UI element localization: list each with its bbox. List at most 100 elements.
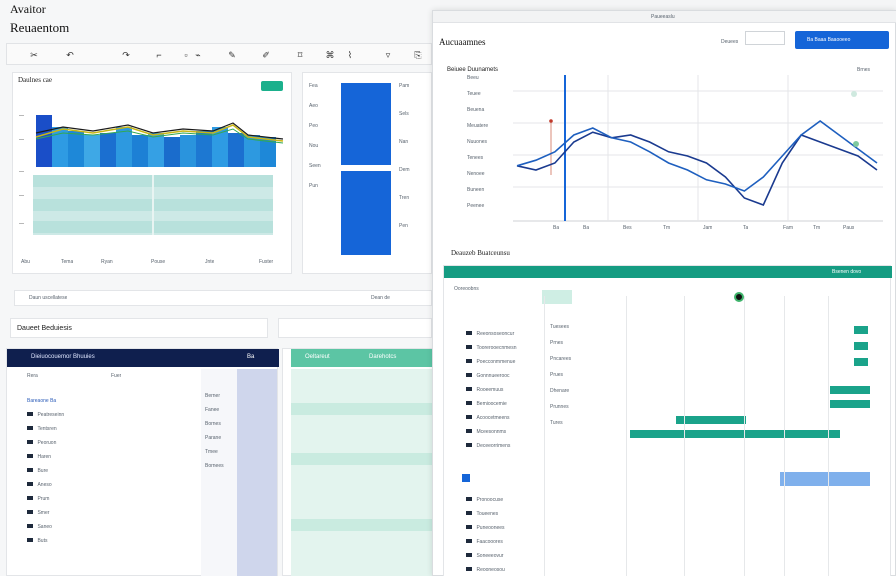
- table-row[interactable]: Soneeeovur: [466, 544, 546, 559]
- table-cell: Fanee: [205, 407, 220, 413]
- footer-strip: Daun uscellatese Dean de: [14, 290, 432, 306]
- table-row[interactable]: Bareaone Ba: [27, 389, 207, 404]
- y-axis-labels: [447, 75, 465, 229]
- report-row-labels: Reeonsoseoncur Toorerooecnmesn Poecconmm…: [466, 322, 546, 449]
- table-row[interactable]: Prum: [27, 487, 207, 502]
- table-row[interactable]: Mceesonnms: [466, 420, 546, 435]
- legend-item: Beuena: [467, 107, 485, 113]
- filter-icon[interactable]: ▿: [385, 50, 391, 60]
- row-label: Faacooores: [476, 539, 503, 545]
- selected-row[interactable]: [780, 472, 870, 486]
- clip-icon[interactable]: ⌑: [297, 50, 303, 60]
- row-label: Reooneosou: [476, 567, 505, 573]
- row-label: Mceesonnms: [476, 429, 507, 435]
- row-label: Puneoonees: [476, 525, 505, 531]
- legend-item: Beeu: [467, 75, 479, 81]
- edit-icon[interactable]: ⌇: [347, 50, 353, 60]
- data-table-title: Dieiuocouemor Bhuuies: [31, 354, 95, 360]
- copy-icon[interactable]: ⎘: [414, 50, 422, 60]
- checkbox[interactable]: [462, 474, 470, 482]
- list-item[interactable]: Nan: [399, 139, 409, 145]
- row-label: Rooeemuus: [476, 387, 504, 393]
- window-tabs[interactable]: Paueeaslu: [651, 14, 675, 20]
- list-item[interactable]: Pun: [309, 183, 318, 189]
- report-title: Deauzeb Buatceunsu: [451, 249, 510, 257]
- table-row[interactable]: Smer: [27, 501, 207, 516]
- row-label: Acoocetmeens: [476, 415, 510, 421]
- chart-action-button[interactable]: [261, 81, 283, 91]
- table-row[interactable]: Pronoocuse: [466, 488, 546, 503]
- list-item[interactable]: Sels: [399, 111, 409, 117]
- list-item[interactable]: Pam: [399, 83, 410, 89]
- table-row[interactable]: Haren: [27, 445, 207, 460]
- pen-icon[interactable]: ✎: [228, 50, 236, 60]
- table-row[interactable]: Rooeemuus: [466, 378, 546, 393]
- progress-bar: [830, 386, 870, 394]
- paste-icon[interactable]: ▫: [184, 50, 188, 60]
- x-tick: Tm: [813, 225, 821, 231]
- list-item[interactable]: Peo: [309, 123, 318, 129]
- list-item[interactable]: Fea: [309, 83, 318, 89]
- report-panel: Bsenen dovo Ooreoobns Reeonsoseoncur Too…: [443, 265, 892, 576]
- row-label: Soneeeovur: [476, 553, 504, 559]
- undo-icon[interactable]: ↶: [66, 50, 74, 60]
- period-select[interactable]: Deuees: [721, 39, 739, 45]
- table-row[interactable]: Tentsren: [27, 417, 207, 432]
- table-row[interactable]: Reeonsoseoncur: [466, 322, 546, 337]
- cut-icon[interactable]: ✂: [30, 50, 38, 60]
- table-row[interactable]: Saneo: [27, 515, 207, 530]
- table-row[interactable]: Reooneosou: [466, 558, 546, 573]
- table-row[interactable]: Gonnnueerooc: [466, 364, 546, 379]
- series-line: [516, 120, 878, 192]
- chart-dot: [853, 141, 859, 147]
- redo-icon[interactable]: ↷: [122, 50, 130, 60]
- list-item[interactable]: Aeo: [309, 103, 318, 109]
- table-row[interactable]: Peoruon: [27, 431, 207, 446]
- list-item[interactable]: Seen: [309, 163, 321, 169]
- primary-button[interactable]: Ba Baaa Baaooeeo: [795, 31, 889, 49]
- green-table-body: [291, 369, 441, 576]
- section-header-right: [278, 318, 432, 338]
- table-row[interactable]: Puneoonees: [466, 516, 546, 531]
- series-line: [516, 131, 878, 207]
- chart-card-title: Daulnes cae: [18, 76, 53, 84]
- status-dot-icon: [734, 292, 744, 302]
- table-row[interactable]: Peatreseinn: [27, 403, 207, 418]
- link-icon[interactable]: ⌁: [195, 50, 201, 60]
- table-row[interactable]: Aneso: [27, 473, 207, 488]
- table-row[interactable]: Faacooores: [466, 530, 546, 545]
- x-tick: Fam: [783, 225, 793, 231]
- row-label: Smer: [37, 510, 50, 516]
- primary-button-label: Ba Baaa Baaooeeo: [807, 37, 851, 43]
- x-tick: Ba: [583, 225, 590, 231]
- row-label: Toorerooecnmesn: [476, 345, 517, 351]
- list-item[interactable]: Dem: [399, 167, 410, 173]
- text-icon[interactable]: ✐: [262, 50, 270, 60]
- table-row[interactable]: Bemioocemie: [466, 392, 546, 407]
- attach-icon[interactable]: ⌘: [325, 50, 335, 60]
- list-blue-block-top: [341, 83, 391, 165]
- row-label: Toueenes: [476, 511, 499, 517]
- legend-item: Buneen: [467, 187, 485, 193]
- table-row[interactable]: Acoocetmeens: [466, 406, 546, 421]
- brush-icon[interactable]: ⌐: [156, 50, 162, 60]
- table-row[interactable]: Toorerooecnmesn: [466, 336, 546, 351]
- column-label: Pncarees: [550, 356, 572, 362]
- report-chip[interactable]: [542, 290, 572, 304]
- list-left-col: Fea Aeo Peo Nou Seen Pun: [309, 83, 335, 233]
- table-row[interactable]: Poecconmmenue: [466, 350, 546, 365]
- table-row[interactable]: Buts: [27, 529, 207, 544]
- table-row[interactable]: Bure: [27, 459, 207, 474]
- select-box[interactable]: [745, 31, 785, 45]
- table-row[interactable]: Toueenes: [466, 502, 546, 517]
- list-item[interactable]: Tren: [399, 195, 410, 201]
- table-row[interactable]: Deceeorrimens: [466, 434, 546, 449]
- list-item[interactable]: Nou: [309, 143, 319, 149]
- row-label: Pronoocuse: [476, 497, 504, 503]
- row-label: Peoruon: [37, 440, 57, 446]
- list-item[interactable]: Pen: [399, 223, 408, 229]
- legend-item: Peenee: [467, 203, 485, 209]
- progress-bar: [630, 430, 840, 438]
- row-label: Reeonsoseoncur: [476, 331, 515, 337]
- legend-item: Teuee: [467, 91, 481, 97]
